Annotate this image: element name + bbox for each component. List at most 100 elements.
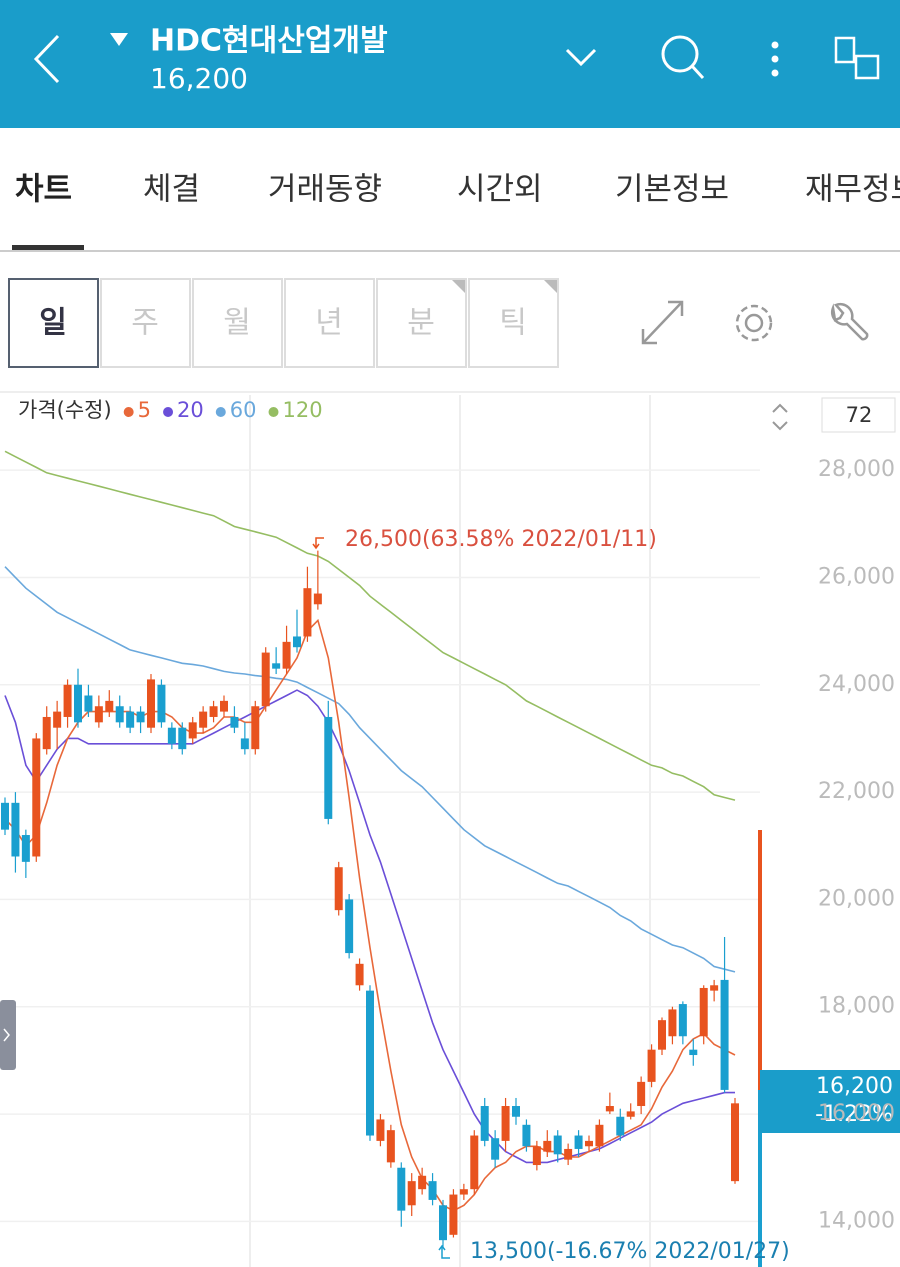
moving-average-line xyxy=(4,689,735,1164)
y-tick-label: 26,000 xyxy=(818,564,895,589)
y-tick-label: 24,000 xyxy=(818,672,895,697)
candle-body xyxy=(21,835,30,862)
period-button[interactable] xyxy=(468,278,559,368)
period-label[interactable]: 일 xyxy=(39,306,67,341)
candle-body xyxy=(386,1130,395,1163)
candle-body xyxy=(512,1106,520,1117)
candle-body xyxy=(32,738,41,857)
legend-label: 60 xyxy=(230,398,257,422)
candle-body xyxy=(42,716,51,750)
candle-body xyxy=(553,1135,562,1155)
legend-dot xyxy=(215,407,226,417)
tab-bar: 차트 체결 거래동향 시간외 기본정보 재무정보 xyxy=(15,172,900,208)
y-tick-label: 22,000 xyxy=(818,779,895,804)
tools-button[interactable] xyxy=(830,302,869,341)
tab[interactable]: 거래동향 xyxy=(268,172,382,208)
tab[interactable]: 재무정보 xyxy=(805,172,900,208)
candle-body xyxy=(272,663,281,669)
candle-body xyxy=(501,1106,510,1141)
period-button[interactable] xyxy=(376,278,467,368)
candle-body xyxy=(136,711,145,723)
period-button[interactable] xyxy=(284,278,375,368)
tab[interactable]: 기본정보 xyxy=(615,172,729,208)
candle-body xyxy=(605,1106,614,1112)
candle-body xyxy=(574,1135,583,1149)
legend-dot xyxy=(163,407,174,417)
count-value[interactable]: 72 xyxy=(846,403,873,427)
candle-body xyxy=(710,985,719,991)
period-label[interactable]: 년 xyxy=(315,306,343,341)
low-annotation: 13,500(-16.67% 2022/01/27) xyxy=(470,1239,790,1264)
current-price: 16,200 xyxy=(816,1074,893,1099)
settings-button[interactable] xyxy=(735,304,773,342)
search-button[interactable] xyxy=(661,35,705,80)
low-marker xyxy=(438,1244,450,1259)
candle-body xyxy=(147,679,155,728)
period-label[interactable]: 분 xyxy=(407,306,435,341)
current-price-box xyxy=(760,1070,900,1133)
candle-body xyxy=(522,1124,531,1147)
candle-body xyxy=(439,1205,447,1241)
moving-average-line xyxy=(4,566,736,973)
candle-body xyxy=(209,706,218,717)
side-handle[interactable] xyxy=(0,1000,16,1070)
candle-body xyxy=(376,1119,385,1141)
legend-label: 20 xyxy=(177,398,204,422)
candle-body xyxy=(470,1135,479,1190)
price-change: -1.22% xyxy=(815,1102,893,1127)
y-tick-label: 18,000 xyxy=(818,994,895,1019)
candle-body xyxy=(637,1081,646,1107)
candle-body xyxy=(282,641,291,669)
fullscreen-button[interactable] xyxy=(641,300,684,345)
tab[interactable]: 차트 xyxy=(15,172,72,208)
candle-body xyxy=(53,711,62,728)
price-chart xyxy=(0,395,760,1267)
candle-body xyxy=(626,1111,635,1117)
candle-body xyxy=(293,636,301,648)
side-handle-arrow xyxy=(3,1028,10,1042)
tab[interactable]: 체결 xyxy=(143,172,200,208)
period-button[interactable] xyxy=(100,278,191,368)
candle-body xyxy=(251,706,260,750)
candle-body xyxy=(616,1116,625,1136)
legend-label: 120 xyxy=(283,398,323,422)
stock-title[interactable]: HDC현대산업개발 xyxy=(150,24,388,59)
candle-body xyxy=(689,1049,698,1056)
candle-body xyxy=(157,684,166,723)
candle-body xyxy=(11,802,20,857)
candle-body xyxy=(720,979,729,1090)
candle-body xyxy=(668,1009,677,1037)
candle-body xyxy=(63,684,72,717)
candle-body xyxy=(491,1138,500,1160)
candle-body xyxy=(126,711,135,728)
scroll-arrows[interactable] xyxy=(772,403,788,431)
back-button[interactable] xyxy=(33,34,60,84)
period-label[interactable]: 주 xyxy=(131,306,159,341)
stock-dropdown[interactable] xyxy=(110,33,128,46)
y-tick-label: 16,000 xyxy=(818,1101,895,1126)
period-label[interactable]: 틱 xyxy=(499,306,527,341)
candle-body xyxy=(480,1106,489,1141)
more-button[interactable] xyxy=(771,41,779,77)
period-corner xyxy=(452,280,465,293)
candle-body xyxy=(199,711,208,728)
y-tick-label: 28,000 xyxy=(818,457,895,482)
count-box[interactable] xyxy=(821,397,896,433)
candle-body xyxy=(699,987,708,1037)
legend-dot xyxy=(268,407,279,417)
period-button[interactable] xyxy=(8,278,99,368)
window-button[interactable] xyxy=(834,36,880,80)
candle-body xyxy=(324,716,333,819)
candle-body xyxy=(397,1167,406,1211)
candle-body xyxy=(313,593,322,605)
candle-body xyxy=(595,1124,604,1147)
tab[interactable]: 시간외 xyxy=(457,172,543,208)
candle-body xyxy=(647,1049,656,1082)
period-button[interactable] xyxy=(192,278,283,368)
period-label[interactable]: 월 xyxy=(223,306,251,341)
expand-button[interactable] xyxy=(565,48,597,67)
candle-body xyxy=(188,722,197,739)
